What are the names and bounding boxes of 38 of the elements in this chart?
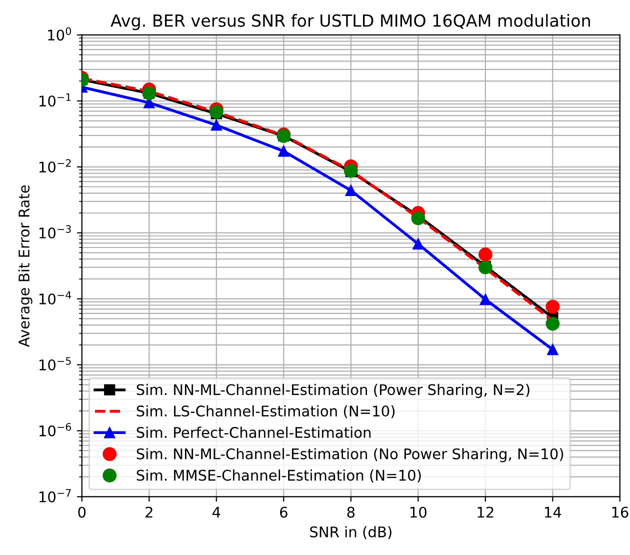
y-tick-label: 10$^{−5}$	[40, 357, 71, 370]
point	[344, 164, 358, 178]
point	[412, 238, 424, 250]
point	[278, 146, 290, 157]
x-tick-label: 6	[280, 506, 288, 518]
point	[345, 184, 356, 196]
y-tick-label: 10$^{−2}$	[40, 159, 71, 173]
x-tick-label: 10	[410, 506, 426, 518]
point	[547, 344, 558, 356]
chart-title: Avg. BER versus SNR for USTLD MIMO 16QAM modulation	[110, 14, 590, 30]
y-tick-label: 10$^{−6}$	[40, 423, 72, 436]
x-tick-label: 14	[544, 506, 562, 518]
point	[411, 211, 426, 226]
y-tick-label: 10$^{−3}$	[40, 225, 71, 238]
point	[210, 120, 222, 131]
x-tick-label: 16	[612, 506, 628, 518]
point	[546, 300, 560, 314]
x-tick-label: 4	[212, 506, 220, 518]
point	[478, 260, 492, 274]
point	[546, 316, 560, 331]
x-tick-label: 2	[146, 506, 152, 518]
y-tick-label: 10$^{−1}$	[40, 93, 71, 107]
legend-label: Sim. LS-Channel-Estimation (N=10)	[136, 405, 395, 418]
legend-label: Sim. NN-ML-Channel-Estimation (Power Sharing, N=2)	[136, 384, 530, 398]
point	[209, 105, 224, 119]
legend-label: Sim. NN-ML-Channel-Estimation (No Power Sharing, N=10)	[136, 448, 564, 462]
y-axis-title: Average Bit Error Rate	[18, 185, 32, 347]
legend-label: Sim. MMSE-Channel-Estimation (N=10)	[136, 469, 421, 482]
legend-label: Sim. Perfect-Channel-Estimation	[136, 426, 371, 438]
point	[478, 248, 492, 262]
x-tick-label: 0	[78, 506, 86, 518]
x-tick-label: 8	[347, 506, 355, 518]
point	[480, 294, 491, 305]
x-axis-title: SNR in (dB)	[310, 526, 392, 540]
y-tick-label: 10$^{−4}$	[40, 291, 72, 304]
y-tick-label: 10$^{−7}$	[40, 489, 71, 502]
x-tick-label: 12	[478, 506, 494, 518]
y-tick-label: 10$^{0}$	[48, 27, 72, 41]
